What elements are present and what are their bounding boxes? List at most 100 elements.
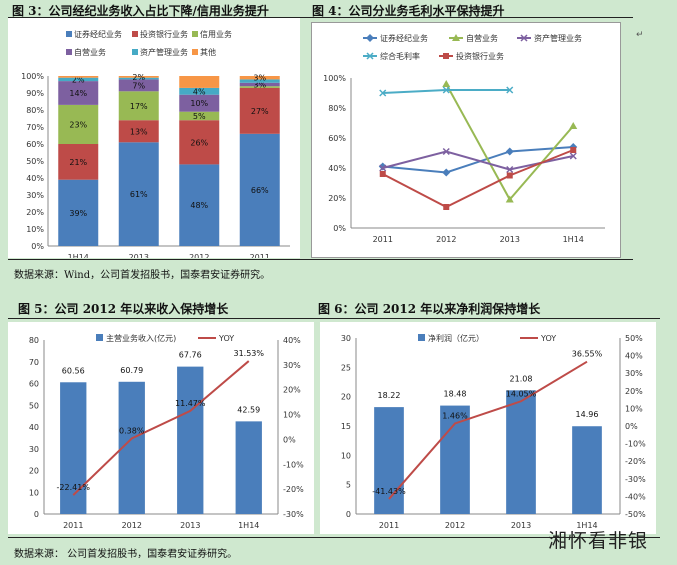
yoy-label: 0.38% (119, 426, 145, 435)
bar-segment (58, 179, 99, 246)
y-tick-label: 60% (26, 140, 44, 149)
data-point (506, 172, 513, 179)
x-tick-label: 2011 (63, 521, 83, 530)
bar-segment (179, 87, 220, 95)
legend-label: 自营业务 (466, 33, 498, 43)
data-label: 17% (130, 102, 148, 111)
x-tick-label: 1H14 (576, 521, 597, 530)
legend-label: 投资银行业务 (456, 51, 504, 61)
y-tick-label: 80% (26, 106, 44, 115)
bar-value-label: 18.48 (444, 390, 467, 399)
y-left-tick-label: 80 (29, 336, 39, 345)
y-right-tick-label: 30% (625, 369, 643, 378)
y-tick-label: 10% (26, 225, 44, 234)
legend-label: 其他 (200, 47, 216, 57)
y-tick-label: 70% (26, 123, 44, 132)
y-right-tick-label: 40% (283, 336, 301, 345)
bar-segment (118, 76, 159, 78)
bar (235, 421, 262, 514)
x-tick-label: 2011 (250, 253, 270, 258)
x-tick-label: 1H14 (238, 521, 259, 530)
y-right-tick-label: -30% (625, 475, 646, 484)
fig6-title: 图 6：公司 2012 年以来净利润保持增长 (318, 302, 541, 316)
bar-value-label: 14.96 (576, 410, 599, 419)
data-point (366, 34, 374, 42)
bar-segment (239, 87, 280, 134)
data-label: 4% (193, 87, 206, 96)
y-tick-label: 60% (328, 134, 346, 143)
y-tick-label: 40% (26, 174, 44, 183)
data-label: 61% (130, 190, 148, 199)
y-left-tick-label: 40 (29, 423, 39, 432)
data-point (570, 147, 577, 153)
legend-label: 证券经纪业务 (380, 33, 428, 43)
y-left-tick-label: 50 (29, 401, 39, 410)
legend-label: 自营业务 (74, 47, 106, 57)
bar-segment (239, 76, 280, 80)
yoy-label: 1.46% (442, 411, 468, 420)
y-left-tick-label: 30 (341, 334, 351, 343)
bar-segment (179, 120, 220, 165)
yoy-label: 11.47% (175, 399, 206, 408)
y-right-tick-label: -10% (283, 460, 304, 469)
data-point (569, 122, 578, 129)
y-left-tick-label: 70 (29, 358, 39, 367)
data-label: 7% (132, 81, 145, 90)
y-right-tick-label: 30% (283, 361, 301, 370)
yoy-label: 14.05% (506, 389, 537, 398)
y-tick-label: 100% (323, 74, 346, 83)
yoy-label: 31.53% (233, 349, 264, 358)
data-point (520, 34, 528, 42)
y-tick-label: 0% (31, 242, 44, 251)
y-left-tick-label: 0 (346, 510, 351, 519)
y-tick-label: 80% (328, 104, 346, 113)
data-point (442, 147, 450, 156)
y-tick-label: 40% (328, 164, 346, 173)
series-line (445, 83, 575, 202)
bar-value-label: 18.22 (378, 391, 401, 400)
y-right-tick-label: 0% (625, 422, 638, 431)
data-point (506, 86, 514, 94)
bar-segment (118, 142, 159, 246)
y-right-tick-label: -20% (283, 485, 304, 494)
fig5-chart: 主营业务收入(亿元) YOY 0 10 20 30 40 50 60 70 80 -30% -20% -1… (29, 333, 304, 530)
legend-swatch (418, 334, 425, 341)
data-point (505, 147, 514, 156)
y-tick-label: 100% (21, 72, 44, 81)
yoy-label: 36.55% (572, 350, 603, 359)
y-right-tick-label: -10% (625, 440, 646, 449)
y-left-tick-label: 0 (34, 510, 39, 519)
legend-swatch (66, 31, 72, 37)
bar (177, 366, 204, 514)
y-right-tick-label: 40% (625, 352, 643, 361)
y-right-tick-label: 10% (625, 404, 643, 413)
series-line (382, 149, 574, 209)
series-line (382, 146, 574, 174)
yoy-line (72, 360, 250, 496)
y-tick-label: 30% (26, 191, 44, 200)
y-right-tick-label: 50% (625, 334, 643, 343)
fig3-panel: 证券经纪业务 投资银行业务 信用业务 自营业务 资产管理业务 其他 0% 10% 20% 30% 4… (8, 18, 300, 258)
data-label: 21% (69, 158, 87, 167)
data-label: 26% (190, 138, 208, 147)
bar (440, 405, 470, 514)
fig4-title: 图 4：公司分业务毛利水平保持提升 (312, 4, 505, 18)
x-tick-label: 2013 (500, 235, 520, 244)
x-tick-label: 2011 (373, 235, 393, 244)
x-tick-label: 1H14 (68, 253, 89, 258)
y-left-tick-label: 30 (29, 445, 39, 454)
legend-label: 证券经纪业务 (74, 29, 122, 39)
data-label: 3% (253, 74, 266, 83)
source-note-bottom: 数据来源： 公司首发招股书，国泰君安证券研究。 (14, 549, 238, 560)
legend-swatch (66, 49, 72, 55)
fig3-title: 图 3：公司经纪业务收入占比下降/信用业务提升 (12, 4, 269, 18)
y-left-tick-label: 15 (341, 422, 351, 431)
y-left-tick-label: 20 (341, 393, 351, 402)
y-left-tick-label: 5 (346, 481, 351, 490)
bar-segment (118, 91, 159, 121)
legend-label: 投资银行业务 (140, 29, 188, 39)
y-tick-label: 0% (333, 224, 346, 233)
data-label: 3% (253, 81, 266, 90)
